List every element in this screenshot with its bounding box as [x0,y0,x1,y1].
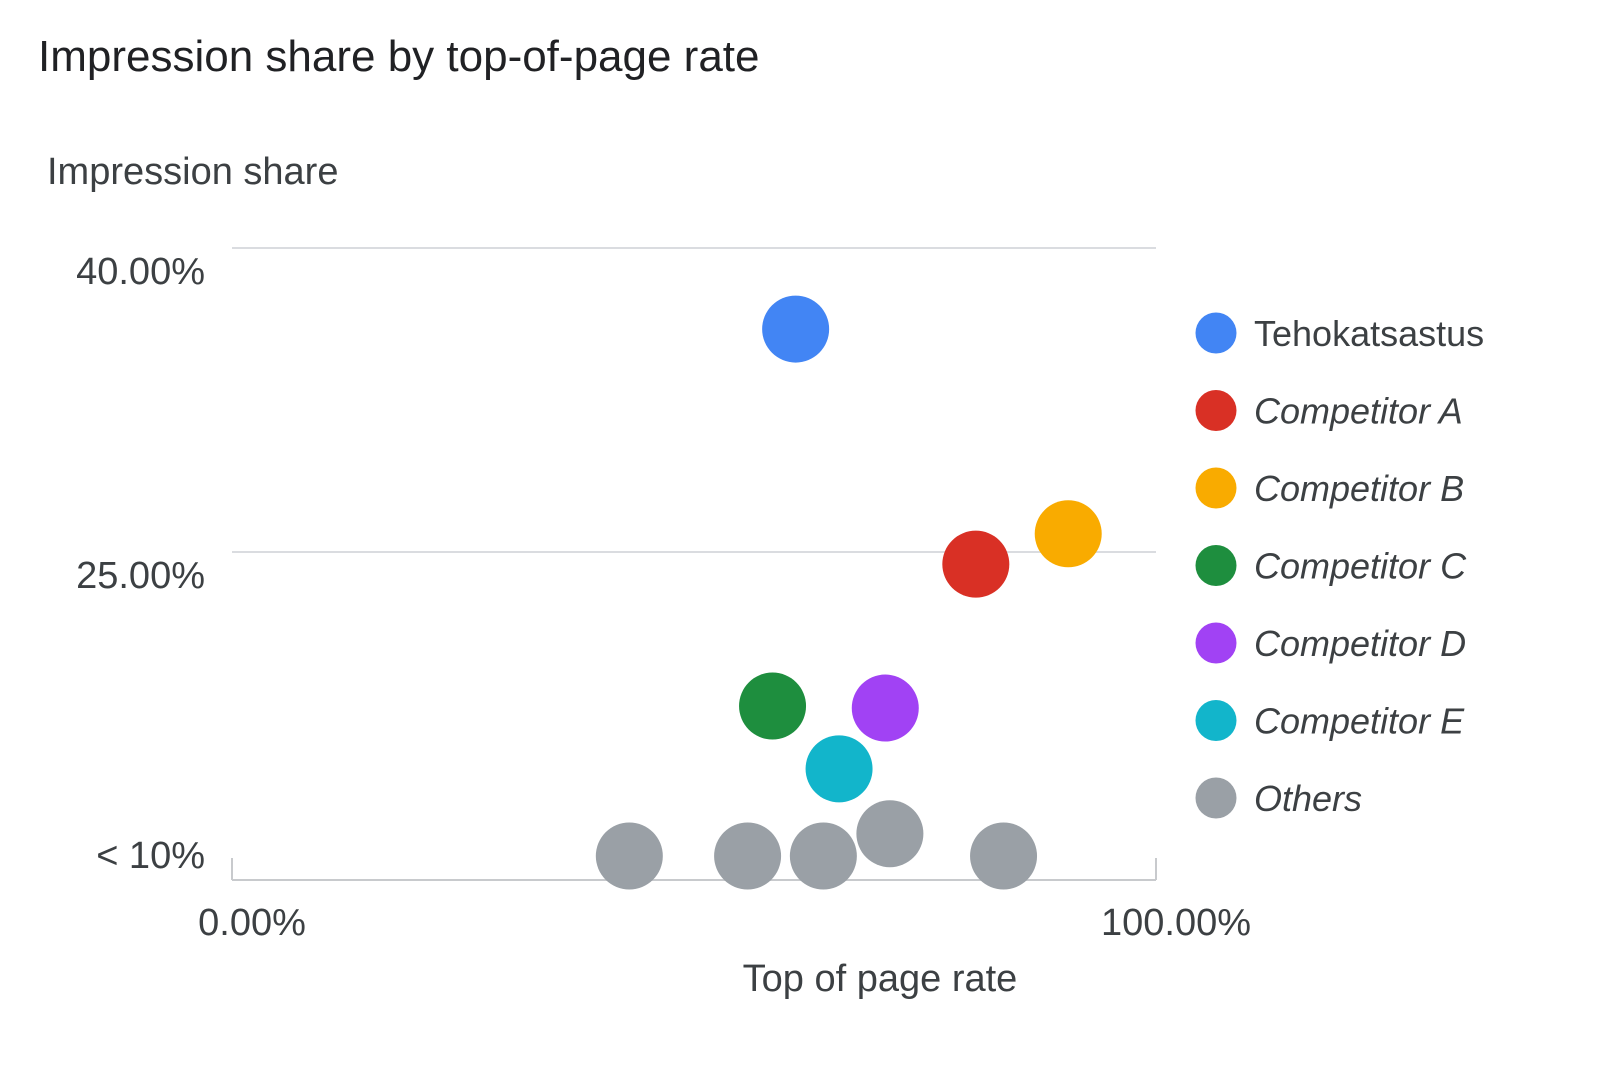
data-point[interactable] [1034,500,1102,568]
data-point[interactable] [942,530,1010,598]
y-tick-label: 40.00% [76,251,205,293]
legend-label[interactable]: Tehokatsastus [1254,313,1484,354]
y-tick-label: 25.00% [76,555,205,597]
legend-label[interactable]: Competitor B [1254,468,1464,509]
legend-marker [1195,390,1237,431]
gridlines [232,247,1156,553]
x-axis-title: Top of page rate [743,958,1018,1000]
legend-marker [1195,467,1237,509]
x-tick-label: 100.00% [1101,902,1251,944]
data-point[interactable] [805,735,873,803]
legend-label[interactable]: Competitor A [1254,391,1463,432]
data-point[interactable] [714,822,782,890]
legend-marker [1195,545,1237,586]
data-point[interactable] [789,822,857,890]
data-point[interactable] [856,800,924,868]
legend-marker [1195,312,1237,354]
data-point[interactable] [739,672,807,740]
chart-title: Impression share by top-of-page rate [38,32,760,81]
data-point[interactable] [851,674,919,742]
legend-label[interactable]: Competitor D [1254,623,1466,664]
tick-labels: 40.00% 25.00% < 10% 0.00% 100.00% [76,251,1251,944]
data-point[interactable] [970,822,1038,890]
y-axis-title: Impression share [47,151,338,193]
legend-marker [1195,622,1237,664]
legend-label[interactable]: Others [1254,778,1362,819]
data-point[interactable] [762,295,830,363]
legend-label[interactable]: Competitor E [1254,701,1465,742]
x-tick-label: 0.00% [198,902,306,944]
legend-marker [1195,700,1237,741]
data-points [595,295,1102,890]
legend-label[interactable]: Competitor C [1254,546,1467,587]
legend: Tehokatsastus Competitor A Competitor B Com… [1195,312,1484,819]
data-point[interactable] [595,822,663,890]
legend-marker [1195,777,1237,819]
y-tick-label: < 10% [96,835,205,877]
